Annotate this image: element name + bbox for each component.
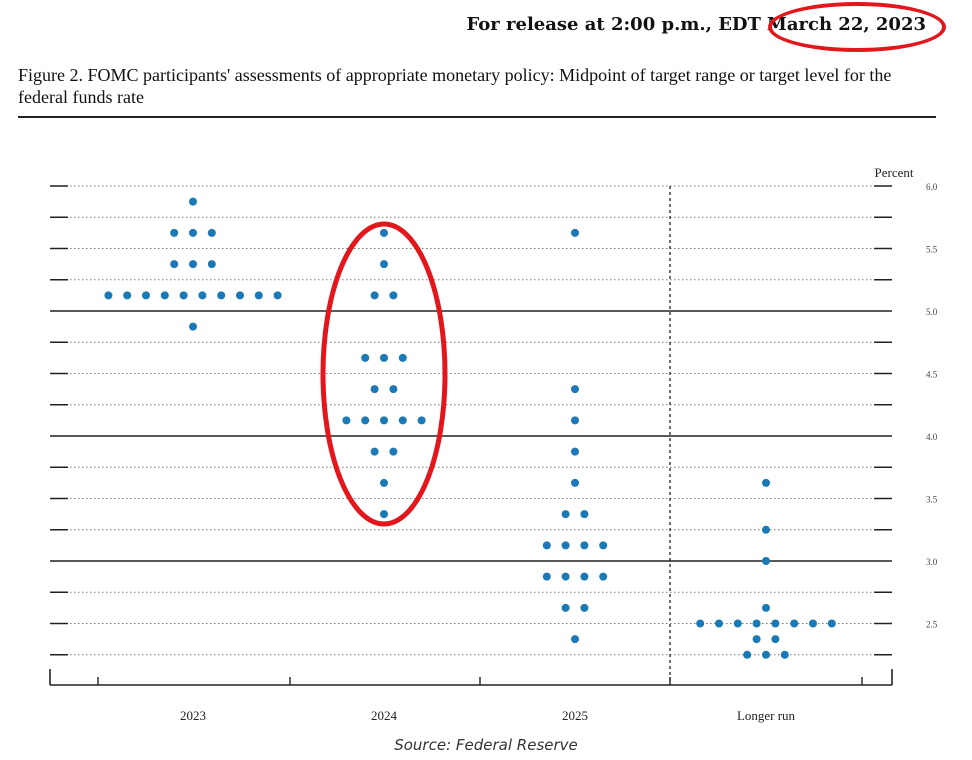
dot-point [189,197,197,206]
y-tick-label: 5.0 [926,307,938,317]
dot-point [809,619,817,628]
figure-title: Figure 2. FOMC participants' assessments… [18,65,892,107]
release-date-highlight [768,2,946,52]
dot-point [580,510,589,519]
label-layer: 6.0 5.5 5.0 4.5 4.0 3.5 3.0 2.5 2023 2024 2025 Long… [180,182,938,723]
dot-point [179,291,188,300]
dot-point [580,603,589,612]
dot-point [571,228,579,237]
dot-point [561,572,570,581]
y-tick-label: 4.0 [926,432,938,442]
dot-point [198,291,207,300]
dot-point [743,650,752,659]
dot-point [571,635,579,644]
x-tick-label: 2025 [562,708,588,723]
dot-point [389,291,398,300]
y-tick-label: 2.5 [926,620,938,630]
dot-point [380,416,388,425]
dot-point [542,541,551,550]
dot-point [827,619,836,628]
dot-point [170,228,179,237]
dot-point [361,416,370,425]
dot-point [762,478,770,487]
dot-point [771,635,780,644]
x-tick-label: 2023 [180,708,206,723]
x-tick-label: Longer run [737,708,796,723]
dot-point [715,619,723,628]
dot-point [189,228,197,237]
dot-point [380,478,388,487]
dot-point [561,541,570,550]
dot-point [762,525,770,534]
dot-point [571,416,579,425]
y-tick-label: 4.5 [926,370,938,380]
dot-point [380,260,388,269]
dot-layer [104,197,836,659]
dot-point [780,650,789,659]
dot-point [571,385,579,394]
dot-point [389,447,398,456]
dot-point [561,603,570,612]
dot-point [207,228,216,237]
dot-point [580,572,589,581]
x-tick-label: 2024 [371,708,398,723]
dot-point [380,510,388,519]
dot-point [217,291,226,300]
dot-point [189,322,197,331]
dot-point [236,291,244,300]
dot-point [417,416,426,425]
y-tick-label: 5.5 [926,245,938,255]
title-rule [18,116,936,118]
dot-point [123,291,132,300]
dot-point [380,353,388,362]
dot-point [752,619,761,628]
dot-point [733,619,742,628]
dot-point [142,291,150,300]
dot-point [561,510,570,519]
dot-point [762,650,770,659]
dot-point [342,416,351,425]
dot-point [762,603,770,612]
dot-point [254,291,263,300]
y-tick-label: 3.5 [926,495,938,505]
dot-plot-chart: Percent 6.0 5.5 5.0 4.5 4.0 3.5 3.0 2.5 2023 2024… [49,165,938,723]
grid-layer [50,185,892,656]
dot-point [361,353,370,362]
dot-point [696,619,705,628]
dot-point [370,385,379,394]
dot-point [398,353,407,362]
dot-point [599,541,608,550]
source-note: Source: Federal Reserve [394,736,578,754]
dot-point [370,291,379,300]
dot-point [599,572,608,581]
dot-point [752,635,761,644]
dot-point [771,619,780,628]
highlight-ellipse-2024 [320,221,448,527]
dot-point [542,572,551,581]
dot-point [790,619,799,628]
dot-point [104,291,113,300]
dot-point [170,260,179,269]
dot-point [370,447,379,456]
dot-point [398,416,407,425]
dot-point [762,557,770,565]
dot-point [389,385,398,394]
dot-point [580,541,589,550]
y-tick-label: 6.0 [926,182,938,192]
y-axis-label: Percent [875,165,914,180]
y-tick-label: 3.0 [926,557,938,567]
dot-point [207,260,216,269]
dot-point [571,447,579,456]
dot-point [189,260,197,269]
dot-point [380,228,388,237]
dot-point [160,291,169,300]
dot-point [273,291,282,300]
release-prefix: For release at 2:00 p.m., EDT [466,14,761,35]
axis-layer [49,186,893,686]
dot-point [571,478,579,487]
